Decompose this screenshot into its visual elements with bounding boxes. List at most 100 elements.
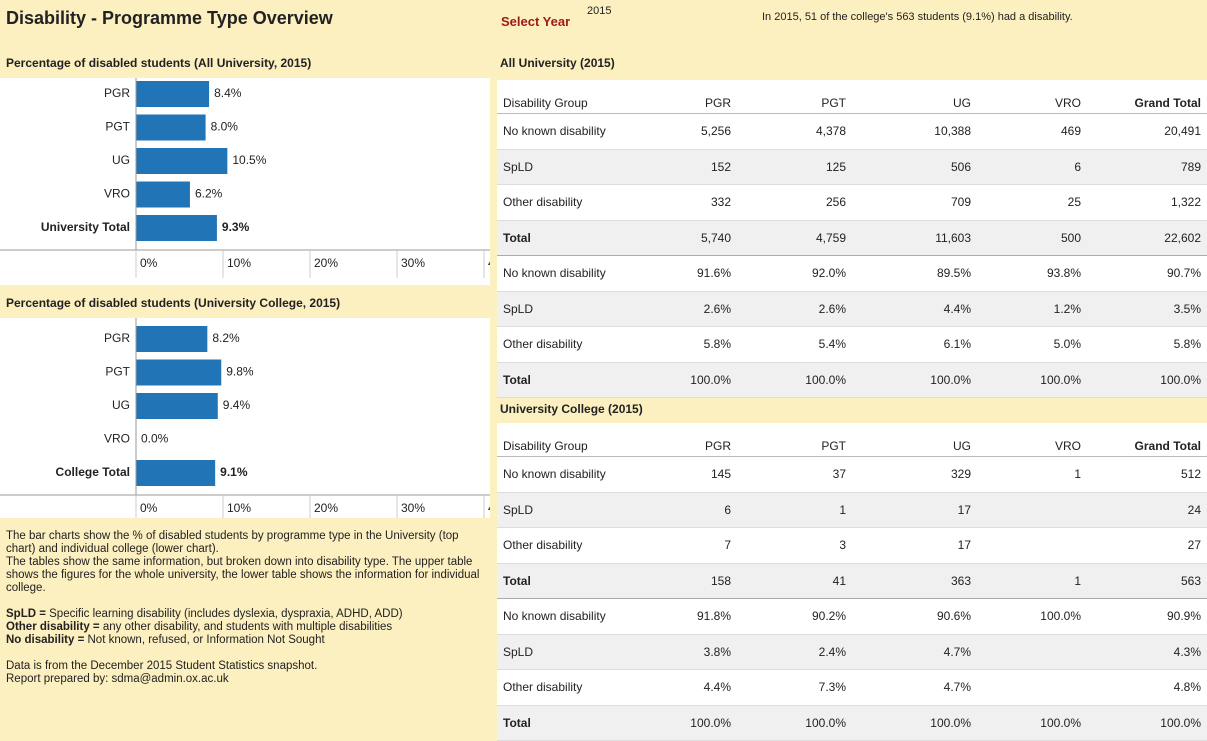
table-row: Total 158 41 363 1 563 [497, 563, 1207, 599]
table-cell: Other disability [497, 326, 622, 363]
table-cell: 506 [852, 149, 977, 185]
table-cell: 3 [737, 527, 852, 564]
table-cell: SpLD [497, 634, 622, 670]
column-header: PGR [622, 80, 737, 114]
table-row: Total 100.0% 100.0% 100.0% 100.0% 100.0% [497, 705, 1207, 741]
table-cell: 17 [852, 492, 977, 528]
table-cell: 7.3% [737, 669, 852, 706]
table-cell: 90.7% [1087, 255, 1207, 292]
year-selector-label[interactable]: Select Year [501, 14, 571, 29]
definition-term: No disability = [6, 634, 85, 646]
table-cell: 4.3% [1087, 634, 1207, 670]
column-header: PGT [737, 80, 852, 114]
bar [136, 215, 217, 241]
table-cell: 100.0% [1087, 705, 1207, 741]
definition-text: Not known, refused, or Information Not S… [87, 634, 325, 646]
table-cell [977, 669, 1087, 706]
column-header: UG [852, 80, 977, 114]
chart-title: Percentage of disabled students (Univers… [6, 296, 341, 310]
table-cell: 100.0% [737, 362, 852, 398]
note-text: The bar charts show the % of disabled st… [6, 530, 459, 555]
table-cell: 100.0% [977, 705, 1087, 741]
table-cell: 90.9% [1087, 598, 1207, 635]
table-row: SpLD 2.6% 2.6% 4.4% 1.2% 3.5% [497, 291, 1207, 327]
table-cell: 4,759 [737, 220, 852, 256]
definition-text: Specific learning disability (includes d… [49, 608, 403, 620]
x-tick-label: 20% [314, 501, 338, 515]
table-cell: 500 [977, 220, 1087, 256]
table-cell: 3.8% [622, 634, 737, 670]
table-cell: Other disability [497, 184, 622, 221]
table-cell: 4.7% [852, 634, 977, 670]
table-cell: 100.0% [852, 362, 977, 398]
table-cell: 100.0% [1087, 362, 1207, 398]
table-cell: Other disability [497, 527, 622, 564]
table-cell: 100.0% [622, 705, 737, 741]
y-tick-label: University Total [41, 220, 130, 234]
x-tick-label: 10% [227, 256, 251, 270]
table-row: Other disability 5.8% 5.4% 6.1% 5.0% 5.8% [497, 326, 1207, 363]
table-cell: 7 [622, 527, 737, 564]
data-label: 9.4% [223, 398, 251, 412]
chart: PGR 8.4% PGT 8.0% UG 10.5% VRO 6.2% University T… [0, 78, 512, 278]
table-row: No known disability 91.8% 90.2% 90.6% 100.0%… [497, 598, 1207, 635]
bar [136, 148, 228, 174]
table-cell: 2.4% [737, 634, 852, 670]
table-cell: 469 [977, 113, 1087, 150]
data-label: 9.3% [222, 220, 250, 234]
table-cell: 11,603 [852, 220, 977, 256]
bar [136, 81, 210, 107]
column-header: VRO [977, 423, 1087, 457]
table-cell: 2.6% [622, 291, 737, 327]
table-row: Other disability 7 3 17 27 [497, 527, 1207, 564]
data-label: 6.2% [195, 187, 223, 201]
table-cell: 158 [622, 563, 737, 599]
table-title: University College (2015) [500, 402, 643, 416]
y-tick-label: PGR [104, 331, 130, 345]
year-selector[interactable]: 2015 [587, 5, 612, 17]
table-cell: 332 [622, 184, 737, 221]
table-cell: 4.4% [852, 291, 977, 327]
data-label: 8.2% [212, 331, 240, 345]
table-cell: 152 [622, 149, 737, 185]
table-cell: 5.4% [737, 326, 852, 363]
table-cell: Total [497, 563, 622, 599]
table-cell: 90.6% [852, 598, 977, 635]
chart: PGR 8.2% PGT 9.8% UG 9.4% VRO 0.0% College Total… [0, 318, 512, 523]
table-cell: 1.2% [977, 291, 1087, 327]
table-cell: 145 [622, 456, 737, 493]
table-cell: SpLD [497, 291, 622, 327]
table-row: SpLD 3.8% 2.4% 4.7% 4.3% [497, 634, 1207, 670]
y-tick-label: VRO [104, 187, 130, 201]
table-row: Other disability 4.4% 7.3% 4.7% 4.8% [497, 669, 1207, 706]
spacer [6, 647, 484, 660]
table-cell: Other disability [497, 669, 622, 706]
bar [136, 326, 208, 352]
table-cell: 789 [1087, 149, 1207, 185]
bar [136, 114, 206, 141]
y-tick-label: UG [112, 398, 130, 412]
table-cell: 100.0% [737, 705, 852, 741]
table-cell: No known disability [497, 598, 622, 635]
x-tick-label: 20% [314, 256, 338, 270]
data-label: 10.5% [232, 153, 266, 167]
table-cell: 100.0% [977, 598, 1087, 635]
table-cell: 4,378 [737, 113, 852, 150]
data-label: 9.8% [226, 365, 254, 379]
x-tick-label: 40% [488, 256, 490, 270]
table-cell: SpLD [497, 149, 622, 185]
table-cell: No known disability [497, 113, 622, 150]
table-cell: Total [497, 705, 622, 741]
notes: The bar charts show the % of disabled st… [6, 530, 484, 686]
summary: In 2015, 51 of the college's 563 student… [762, 11, 1073, 23]
column-header: Grand Total [1087, 80, 1207, 114]
table-cell: 1 [977, 456, 1087, 493]
table-cell: 5.0% [977, 326, 1087, 363]
table-cell: 709 [852, 184, 977, 221]
table-cell: 1 [737, 492, 852, 528]
bar [136, 393, 218, 419]
data-label: 8.4% [214, 86, 242, 100]
table-cell: SpLD [497, 492, 622, 528]
column-header: Disability Group [497, 423, 622, 457]
table-cell: 5.8% [622, 326, 737, 363]
